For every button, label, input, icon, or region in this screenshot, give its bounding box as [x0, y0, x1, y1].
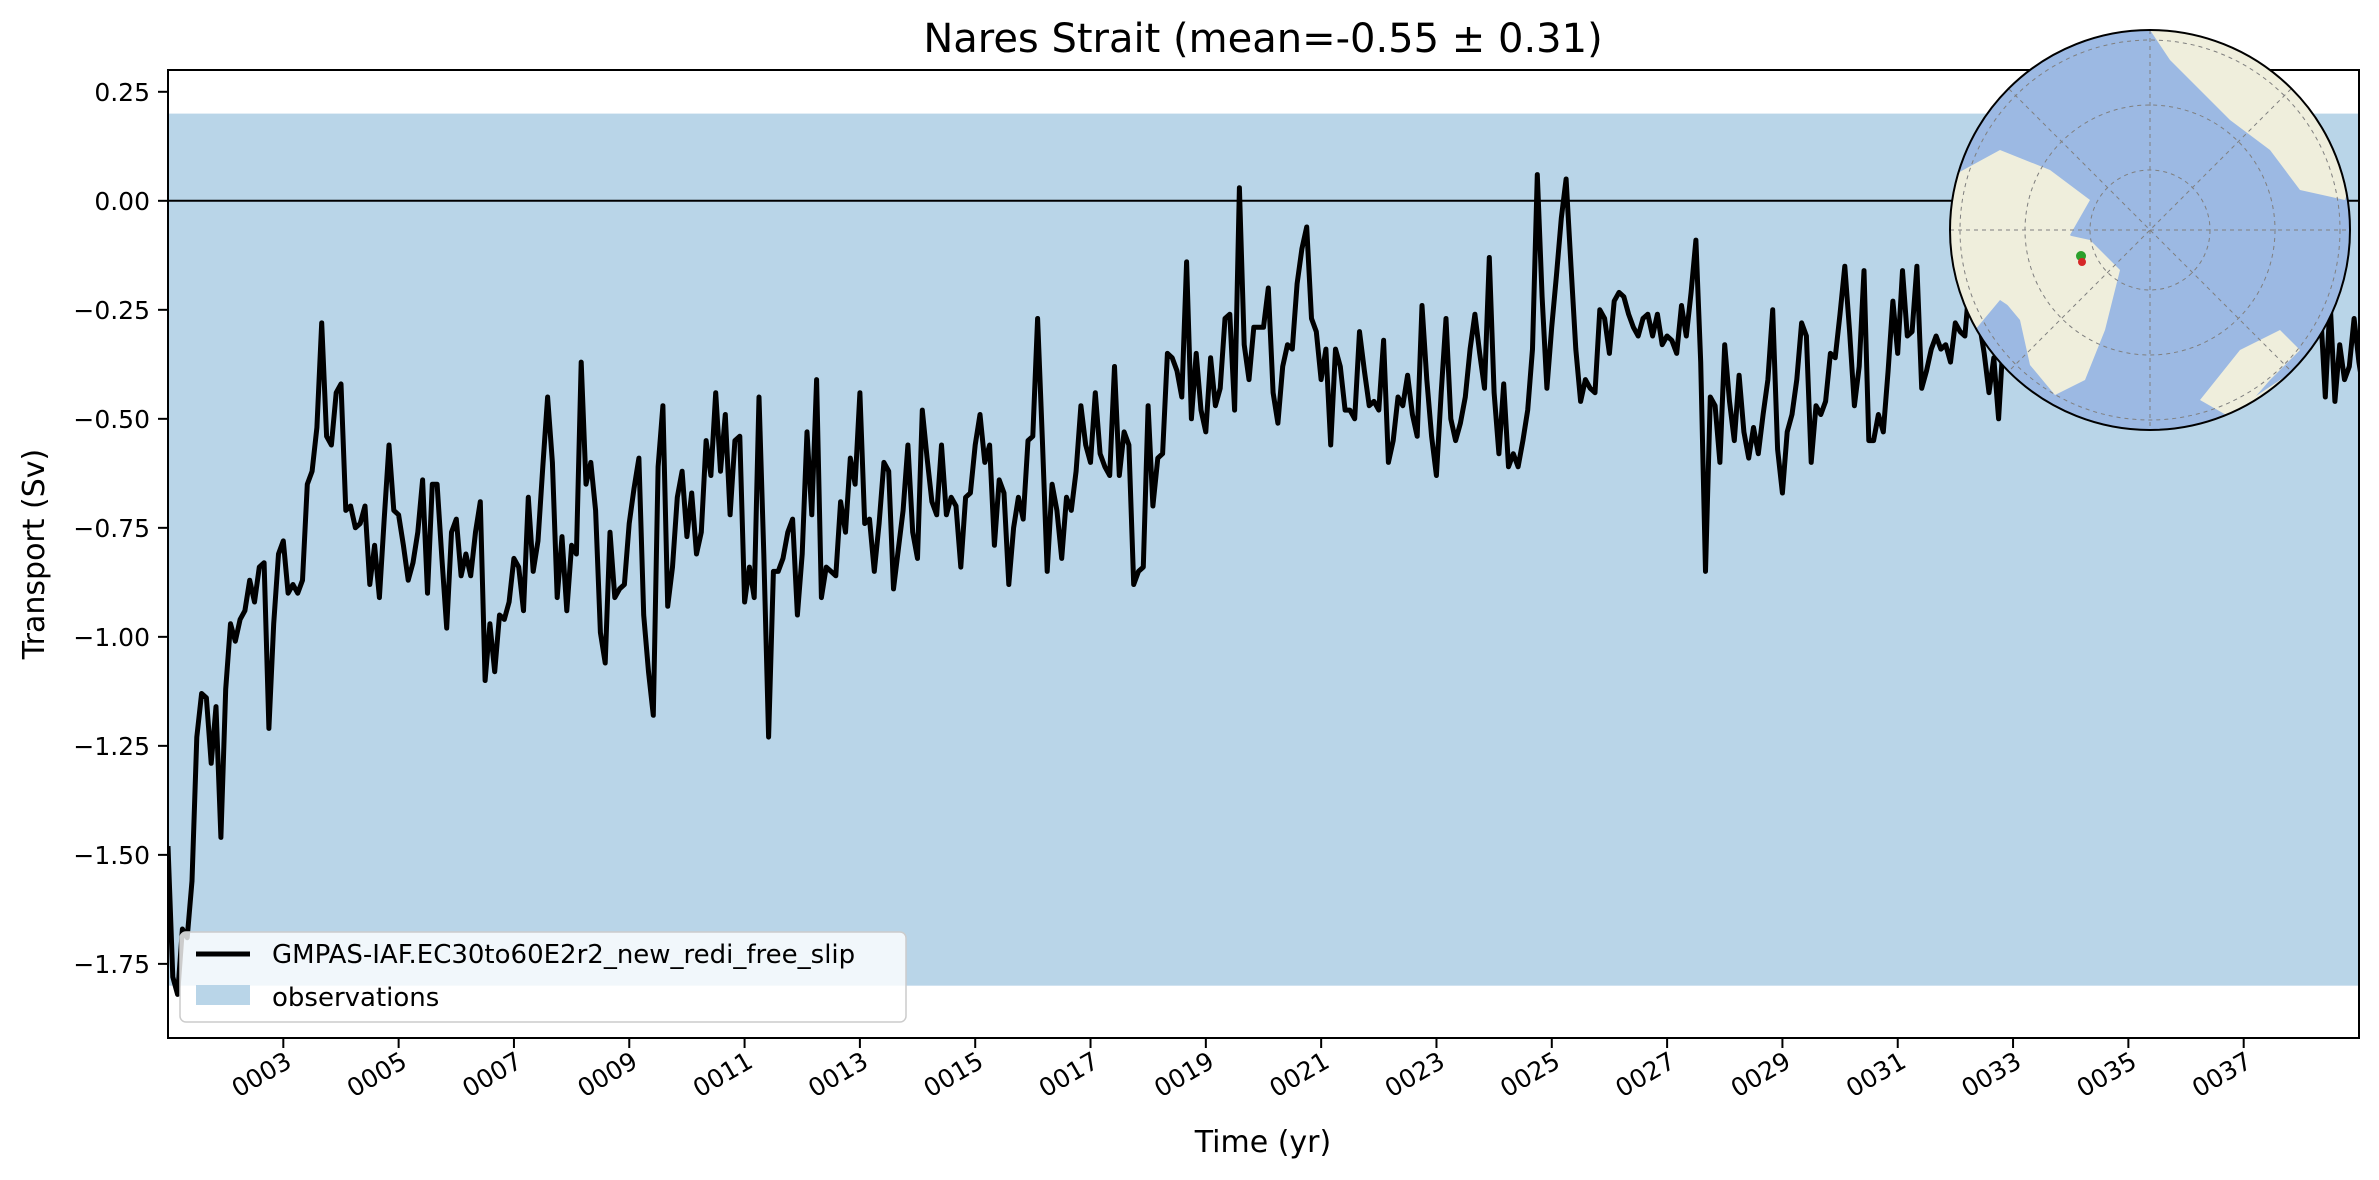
y-tick-label: −1.75	[73, 950, 150, 979]
chart-title: Nares Strait (mean=-0.55 ± 0.31)	[923, 16, 1602, 62]
y-tick-label: 0.00	[94, 187, 150, 216]
x-tick-label: 0009	[573, 1046, 643, 1103]
x-tick-label: 0013	[803, 1046, 873, 1103]
axes-frame	[167, 69, 2360, 1039]
y-axis-ticks: 0.25 0.00 −0.25 −0.50 −0.75 −1.00 −1.25 −1.50 −1…	[73, 78, 168, 979]
x-axis-label: Time (yr)	[1194, 1125, 1331, 1160]
map-land-canadian-archipelago	[1970, 190, 2080, 260]
y-tick-label: −1.00	[73, 623, 150, 652]
x-tick-label: 0031	[1841, 1046, 1911, 1103]
legend-box	[179, 931, 907, 1023]
map-land-greenland	[1995, 228, 2120, 395]
x-tick-label: 0005	[342, 1046, 412, 1103]
y-tick-label: −1.25	[73, 732, 150, 761]
x-tick-label: 0025	[1495, 1046, 1565, 1103]
x-tick-label: 0033	[1956, 1046, 2026, 1103]
y-axis-label: Transport (Sv)	[17, 449, 52, 661]
x-tick-label: 0015	[919, 1046, 989, 1103]
x-tick-label: 0035	[2072, 1046, 2142, 1103]
y-tick-label: 0.25	[94, 78, 150, 107]
legend: GMPAS-IAF.EC30to60E2r2_new_redi_free_sli…	[179, 931, 907, 1023]
y-tick-label: −0.50	[73, 405, 150, 434]
x-tick-label: 0019	[1149, 1046, 1219, 1103]
legend-series-label: GMPAS-IAF.EC30to60E2r2_new_redi_free_sli…	[272, 940, 855, 970]
x-tick-label: 0017	[1034, 1046, 1104, 1103]
y-tick-label: −0.75	[73, 514, 150, 543]
map-land-scandinavia	[2200, 330, 2300, 420]
y-tick-label: −0.25	[73, 296, 150, 325]
x-tick-label: 0021	[1265, 1046, 1335, 1103]
legend-observations-label: observations	[272, 983, 439, 1013]
y-tick-label: −1.50	[73, 841, 150, 870]
inset-polar-map	[1949, 29, 2351, 431]
transport-series-line	[168, 172, 2359, 997]
x-tick-label: 0027	[1611, 1046, 1681, 1103]
legend-band-swatch	[196, 985, 250, 1005]
x-tick-label: 0007	[457, 1046, 527, 1103]
x-tick-label: 0029	[1726, 1046, 1796, 1103]
section-marker-end	[2078, 258, 2086, 266]
x-tick-label: 0011	[688, 1046, 758, 1103]
x-tick-label: 0023	[1380, 1046, 1450, 1103]
x-tick-label: 0003	[227, 1046, 297, 1103]
x-tick-label: 0037	[2187, 1046, 2257, 1103]
map-land-eurasia	[2150, 30, 2350, 430]
x-axis-ticks: 0003 0005 0007 0009 0011 0013 0015 0017 0019 0021…	[227, 1038, 2257, 1103]
